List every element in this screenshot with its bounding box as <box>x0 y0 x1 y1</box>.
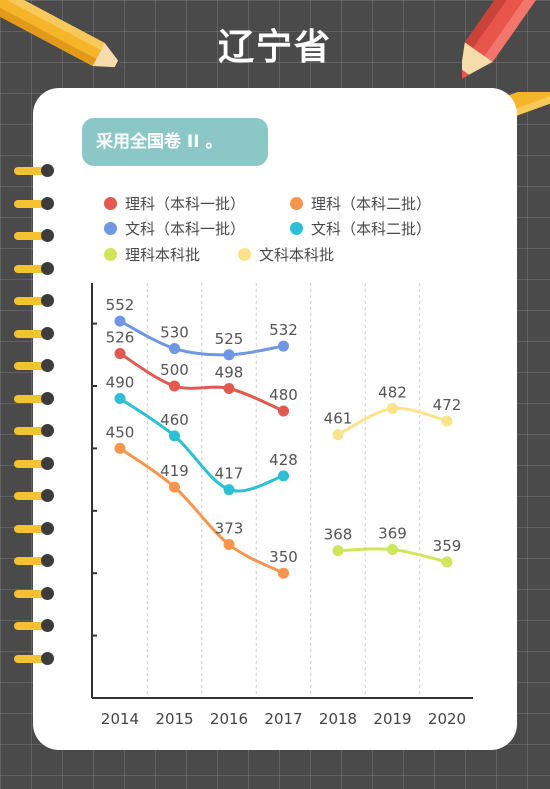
x-tick-label: 2014 <box>101 710 139 728</box>
data-label: 526 <box>106 329 135 347</box>
legend-dot <box>290 197 303 210</box>
data-point <box>223 538 235 550</box>
series-line <box>119 319 284 357</box>
data-label: 480 <box>269 386 298 404</box>
notebook-ring <box>14 586 56 600</box>
data-point <box>223 382 235 394</box>
data-label: 428 <box>269 451 298 469</box>
notebook-ring <box>14 196 56 210</box>
data-label: 472 <box>433 396 462 414</box>
data-point <box>114 442 126 454</box>
notebook-ring <box>14 326 56 340</box>
legend-item-wen-ke-1: 文科（本科一批） <box>104 219 245 239</box>
data-point <box>278 340 289 352</box>
x-tick-label: 2017 <box>264 710 302 728</box>
data-point <box>169 380 180 392</box>
notebook-ring <box>14 261 56 275</box>
data-point <box>387 402 398 414</box>
series-line <box>119 397 284 493</box>
legend-item-li-ke-1: 理科（本科一批） <box>104 194 245 214</box>
legend-dot <box>238 248 251 261</box>
pencil-top-right-icon <box>462 0 550 81</box>
legend-item-wen-ke-ben: 文科本科批 <box>238 245 334 265</box>
data-label: 359 <box>433 537 462 555</box>
data-label: 350 <box>269 548 298 566</box>
data-label: 460 <box>160 411 189 429</box>
data-point <box>278 470 289 482</box>
data-point <box>114 348 126 360</box>
legend-dot <box>104 222 117 235</box>
data-label: 525 <box>215 330 244 348</box>
notebook-ring <box>14 294 56 307</box>
data-point <box>387 543 398 555</box>
data-point <box>441 556 453 568</box>
data-point <box>114 315 126 327</box>
data-label: 417 <box>215 465 244 483</box>
data-point <box>223 349 235 361</box>
page-title: 辽宁省 <box>217 27 332 68</box>
legend-label: 理科（本科一批） <box>125 195 246 213</box>
notebook-ring <box>14 619 56 632</box>
legend-label: 理科本科批 <box>125 246 201 264</box>
data-point <box>332 429 344 441</box>
legend-item-wen-ke-2: 文科（本科二批） <box>290 219 431 239</box>
x-tick-label: 2015 <box>155 710 193 728</box>
data-point <box>278 405 289 417</box>
data-label: 368 <box>324 526 353 544</box>
notebook-ring <box>14 651 56 665</box>
data-label: 500 <box>160 361 189 379</box>
data-label: 530 <box>160 324 189 342</box>
series-line <box>119 447 285 575</box>
data-label: 419 <box>160 462 189 480</box>
legend-label: 文科本科批 <box>259 246 335 264</box>
x-tick-label: 2016 <box>210 710 248 728</box>
pencil-top-left-icon <box>0 0 124 68</box>
notebook-ring <box>14 554 56 567</box>
data-label: 373 <box>215 519 244 537</box>
notebook-ring <box>14 489 56 502</box>
notebook-ring <box>14 391 56 405</box>
notebook-ring <box>14 424 56 437</box>
notebook-ring <box>14 164 56 177</box>
x-tick-label: 2018 <box>319 710 357 728</box>
data-label: 552 <box>106 296 135 314</box>
legend-dot <box>104 248 117 261</box>
data-label: 450 <box>106 423 135 441</box>
data-label: 498 <box>215 363 244 381</box>
data-label: 461 <box>324 410 353 428</box>
data-point <box>169 481 180 493</box>
legend-dot <box>104 197 117 210</box>
data-point <box>169 430 180 442</box>
legend-label: 文科（本科二批） <box>311 220 432 238</box>
legend-dot <box>290 222 303 235</box>
notebook-ring <box>14 521 56 535</box>
data-label: 369 <box>378 524 407 542</box>
legend-label: 文科（本科一批） <box>125 220 246 238</box>
data-point <box>169 343 180 355</box>
notebook-ring <box>14 359 56 372</box>
legend-item-li-ke-2: 理科（本科二批） <box>290 194 431 214</box>
x-tick-label: 2019 <box>373 710 411 728</box>
data-label: 532 <box>269 321 298 339</box>
x-tick-label: 2020 <box>428 710 466 728</box>
data-point <box>114 392 126 404</box>
data-point <box>441 415 453 427</box>
subtitle-tag: 采用全国卷 II 。 <box>82 118 268 166</box>
notebook-ring <box>14 456 56 470</box>
legend-label: 理科（本科二批） <box>311 195 432 213</box>
data-point <box>332 545 344 557</box>
data-label: 490 <box>106 373 135 391</box>
data-point <box>223 484 235 496</box>
data-point <box>278 567 289 579</box>
series-line <box>119 352 285 413</box>
notebook-ring <box>14 229 56 242</box>
data-label: 482 <box>378 383 407 401</box>
legend-item-li-ke-ben: 理科本科批 <box>104 245 200 265</box>
